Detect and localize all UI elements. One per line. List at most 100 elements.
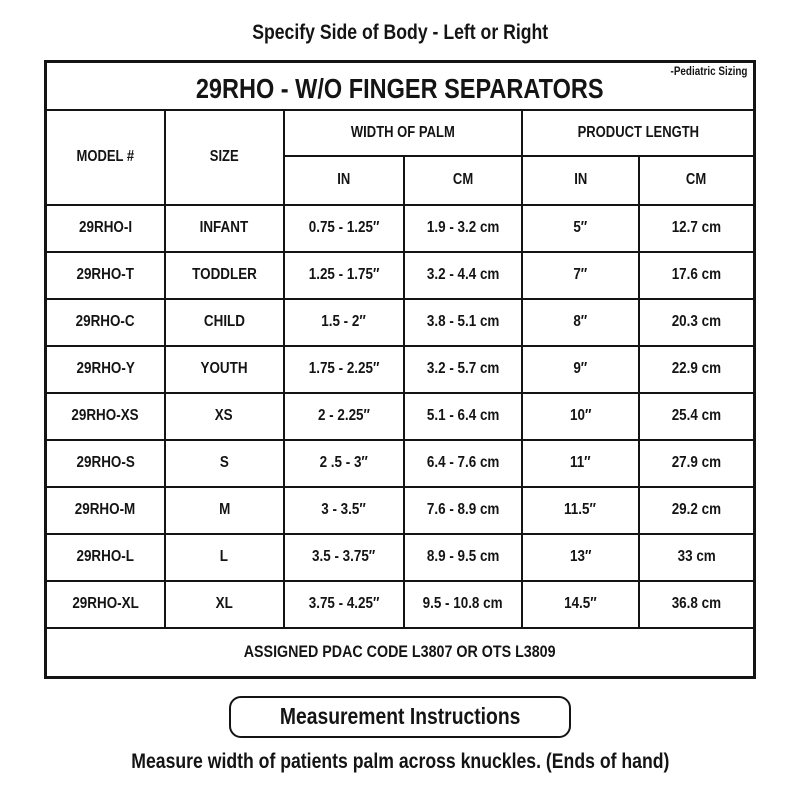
table-row: 29RHO-L L 3.5 - 3.75″ 8.9 - 9.5 cm 13″ 3… xyxy=(44,532,756,582)
palm-cm-value: 3.8 - 5.1 cm xyxy=(426,313,499,330)
table-row: 29RHO-T TODDLER 1.25 - 1.75″ 3.2 - 4.4 c… xyxy=(44,250,756,300)
length-in-value: 8″ xyxy=(573,313,588,330)
palm-in-value: 0.75 - 1.25″ xyxy=(308,219,379,236)
palm-cm-cell: 3.2 - 4.4 cm xyxy=(402,250,523,300)
column-header-palm-cm: CM xyxy=(402,154,523,206)
palm-in-value: 3.75 - 4.25″ xyxy=(308,595,379,612)
table-row: 29RHO-C CHILD 1.5 - 2″ 3.8 - 5.1 cm 8″ 2… xyxy=(44,297,756,347)
model-cell: 29RHO-S xyxy=(44,438,166,488)
length-in-cell: 5″ xyxy=(520,203,640,253)
table-title: 29RHO - W/O FINGER SEPARATORS xyxy=(196,72,604,104)
length-in-value: 14.5″ xyxy=(564,595,597,612)
column-header-width-of-palm: WIDTH OF PALM xyxy=(282,108,523,157)
column-header-width-of-palm-label: WIDTH OF PALM xyxy=(350,123,455,141)
palm-in-cell: 1.25 - 1.75″ xyxy=(282,250,405,300)
table-footer-row: ASSIGNED PDAC CODE L3807 OR OTS L3809 xyxy=(44,626,756,679)
column-header-palm-in-label: IN xyxy=(337,171,351,188)
palm-cm-cell: 3.2 - 5.7 cm xyxy=(402,344,523,394)
model-cell: 29RHO-Y xyxy=(44,344,166,394)
column-header-model: MODEL # xyxy=(44,108,166,206)
palm-in-value: 2 .5 - 3″ xyxy=(319,454,368,471)
column-header-size-label: SIZE xyxy=(209,148,239,165)
palm-cm-value: 5.1 - 6.4 cm xyxy=(426,407,499,424)
column-header-product-length-label: PRODUCT LENGTH xyxy=(577,123,699,141)
size-cell: TODDLER xyxy=(163,250,285,300)
table-row: 29RHO-Y YOUTH 1.75 - 2.25″ 3.2 - 5.7 cm … xyxy=(44,344,756,394)
size-value: M xyxy=(218,501,230,518)
palm-in-cell: 2 - 2.25″ xyxy=(282,391,405,441)
size-value: XS xyxy=(215,407,234,424)
length-in-value: 11.5″ xyxy=(564,501,597,518)
length-cm-cell: 20.3 cm xyxy=(637,297,756,347)
length-cm-value: 17.6 cm xyxy=(671,266,722,283)
table-header-row-bottom: IN CM IN CM xyxy=(46,154,756,206)
length-cm-value: 12.7 cm xyxy=(671,219,722,236)
palm-cm-value: 3.2 - 5.7 cm xyxy=(426,360,499,377)
column-header-palm-cm-label: CM xyxy=(452,171,473,188)
length-cm-cell: 33 cm xyxy=(637,532,756,582)
palm-cm-value: 7.6 - 8.9 cm xyxy=(426,501,499,518)
length-cm-cell: 36.8 cm xyxy=(637,579,756,629)
size-cell: S xyxy=(163,438,285,488)
length-in-cell: 7″ xyxy=(520,250,640,300)
measurement-button-container: Measurement Instructions xyxy=(0,696,800,738)
length-in-value: 10″ xyxy=(569,407,592,424)
length-cm-value: 22.9 cm xyxy=(671,360,722,377)
model-value: 29RHO-XS xyxy=(71,407,139,424)
column-header-model-label: MODEL # xyxy=(76,148,135,165)
size-value: L xyxy=(220,548,229,565)
sizing-table: -Pediatric Sizing 29RHO - W/O FINGER SEP… xyxy=(44,60,756,679)
pediatric-sizing-note: -Pediatric Sizing xyxy=(670,66,747,78)
length-cm-cell: 29.2 cm xyxy=(637,485,756,535)
measurement-instructions-button[interactable]: Measurement Instructions xyxy=(228,696,572,738)
length-in-value: 9″ xyxy=(573,360,588,377)
table-row: 29RHO-XS XS 2 - 2.25″ 5.1 - 6.4 cm 10″ 2… xyxy=(44,391,756,441)
length-cm-value: 36.8 cm xyxy=(671,595,722,612)
length-cm-value: 33 cm xyxy=(677,548,716,565)
table-title-row: -Pediatric Sizing 29RHO - W/O FINGER SEP… xyxy=(44,60,756,111)
table-row: 29RHO-S S 2 .5 - 3″ 6.4 - 7.6 cm 11″ 27.… xyxy=(44,438,756,488)
model-cell: 29RHO-M xyxy=(44,485,166,535)
measurement-note-text: Measure width of patients palm across kn… xyxy=(130,750,670,773)
palm-cm-cell: 6.4 - 7.6 cm xyxy=(402,438,523,488)
length-in-cell: 14.5″ xyxy=(520,579,640,629)
palm-in-cell: 3.5 - 3.75″ xyxy=(282,532,405,582)
size-value: TODDLER xyxy=(191,266,257,283)
palm-cm-cell: 7.6 - 8.9 cm xyxy=(402,485,523,535)
column-header-product-length: PRODUCT LENGTH xyxy=(520,108,756,157)
size-cell: XL xyxy=(163,579,285,629)
length-in-value: 13″ xyxy=(569,548,592,565)
size-value: INFANT xyxy=(199,219,249,236)
pdac-code-cell: ASSIGNED PDAC CODE L3807 OR OTS L3809 xyxy=(44,626,756,679)
length-in-cell: 8″ xyxy=(520,297,640,347)
table-row: 29RHO-XL XL 3.75 - 4.25″ 9.5 - 10.8 cm 1… xyxy=(44,579,756,629)
palm-cm-value: 1.9 - 3.2 cm xyxy=(426,219,499,236)
palm-cm-cell: 1.9 - 3.2 cm xyxy=(402,203,523,253)
palm-in-value: 1.25 - 1.75″ xyxy=(308,266,379,283)
model-cell: 29RHO-T xyxy=(44,250,166,300)
page-title-text: Specify Side of Body - Left or Right xyxy=(252,21,548,44)
length-in-cell: 10″ xyxy=(520,391,640,441)
length-in-value: 7″ xyxy=(573,266,588,283)
length-in-cell: 13″ xyxy=(520,532,640,582)
model-value: 29RHO-S xyxy=(76,454,135,471)
palm-in-cell: 1.5 - 2″ xyxy=(282,297,405,347)
table-title-cell: -Pediatric Sizing 29RHO - W/O FINGER SEP… xyxy=(44,60,756,111)
column-header-length-cm-label: CM xyxy=(686,171,707,188)
model-cell: 29RHO-C xyxy=(44,297,166,347)
size-cell: XS xyxy=(163,391,285,441)
palm-in-value: 3 - 3.5″ xyxy=(321,501,366,518)
length-cm-cell: 17.6 cm xyxy=(637,250,756,300)
size-cell: M xyxy=(163,485,285,535)
length-in-cell: 9″ xyxy=(520,344,640,394)
measurement-note: Measure width of patients palm across kn… xyxy=(0,750,800,774)
palm-in-value: 1.5 - 2″ xyxy=(321,313,366,330)
palm-cm-cell: 8.9 - 9.5 cm xyxy=(402,532,523,582)
palm-cm-cell: 9.5 - 10.8 cm xyxy=(402,579,523,629)
palm-in-cell: 1.75 - 2.25″ xyxy=(282,344,405,394)
table-row: 29RHO-I INFANT 0.75 - 1.25″ 1.9 - 3.2 cm… xyxy=(44,203,756,253)
palm-in-cell: 3 - 3.5″ xyxy=(282,485,405,535)
size-value: CHILD xyxy=(203,313,245,330)
length-cm-cell: 12.7 cm xyxy=(637,203,756,253)
